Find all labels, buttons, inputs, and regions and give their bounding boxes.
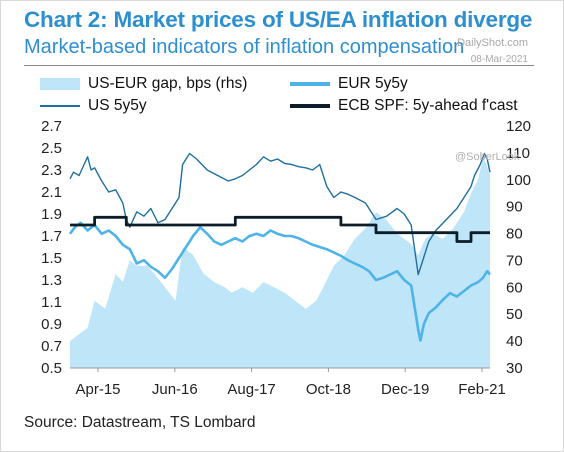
gap-area-layer	[70, 158, 490, 368]
y-left-tick-label: 2.1	[41, 184, 62, 201]
y-right-tick-label: 70	[506, 252, 523, 269]
y-left-tick-label: 0.9	[41, 316, 62, 333]
y-left-tick-label: 0.7	[41, 338, 62, 355]
y-left-tick-label: 2.5	[41, 140, 62, 157]
y-left-tick-label: 0.5	[41, 360, 62, 377]
y-left-tick-label: 1.9	[41, 206, 62, 223]
y-left-tick-label: 2.7	[41, 118, 62, 135]
source-note: Source: Datastream, TS Lombard	[24, 414, 255, 432]
y-left-tick-label: 1.3	[41, 272, 62, 289]
x-tick-label: Dec-19	[381, 381, 429, 398]
y-right-tick-label: 50	[506, 306, 523, 323]
series-area-us-eur-gap-bps-rhs	[70, 158, 490, 368]
x-tick-label: Aug-17	[227, 381, 275, 398]
y-left-tick-label: 1.5	[41, 250, 62, 267]
x-tick-label: Jun-16	[152, 381, 198, 398]
x-tick-label: Apr-15	[75, 381, 120, 398]
y-left-tick-label: 1.7	[41, 228, 62, 245]
y-right-tick-label: 100	[506, 172, 531, 189]
x-tick-label: Feb-21	[458, 381, 506, 398]
y-right-tick-label: 90	[506, 199, 523, 216]
y-right-tick-label: 30	[506, 360, 523, 377]
watermark-handle: @SoberLook	[455, 151, 519, 163]
y-right-tick-label: 120	[506, 118, 531, 135]
y-right-tick-label: 80	[506, 226, 523, 243]
y-left-tick-label: 1.1	[41, 294, 62, 311]
y-right-tick-label: 40	[506, 333, 523, 350]
y-right-tick-label: 60	[506, 279, 523, 296]
x-tick-label: Oct-18	[306, 381, 351, 398]
y-left-tick-label: 2.3	[41, 162, 62, 179]
